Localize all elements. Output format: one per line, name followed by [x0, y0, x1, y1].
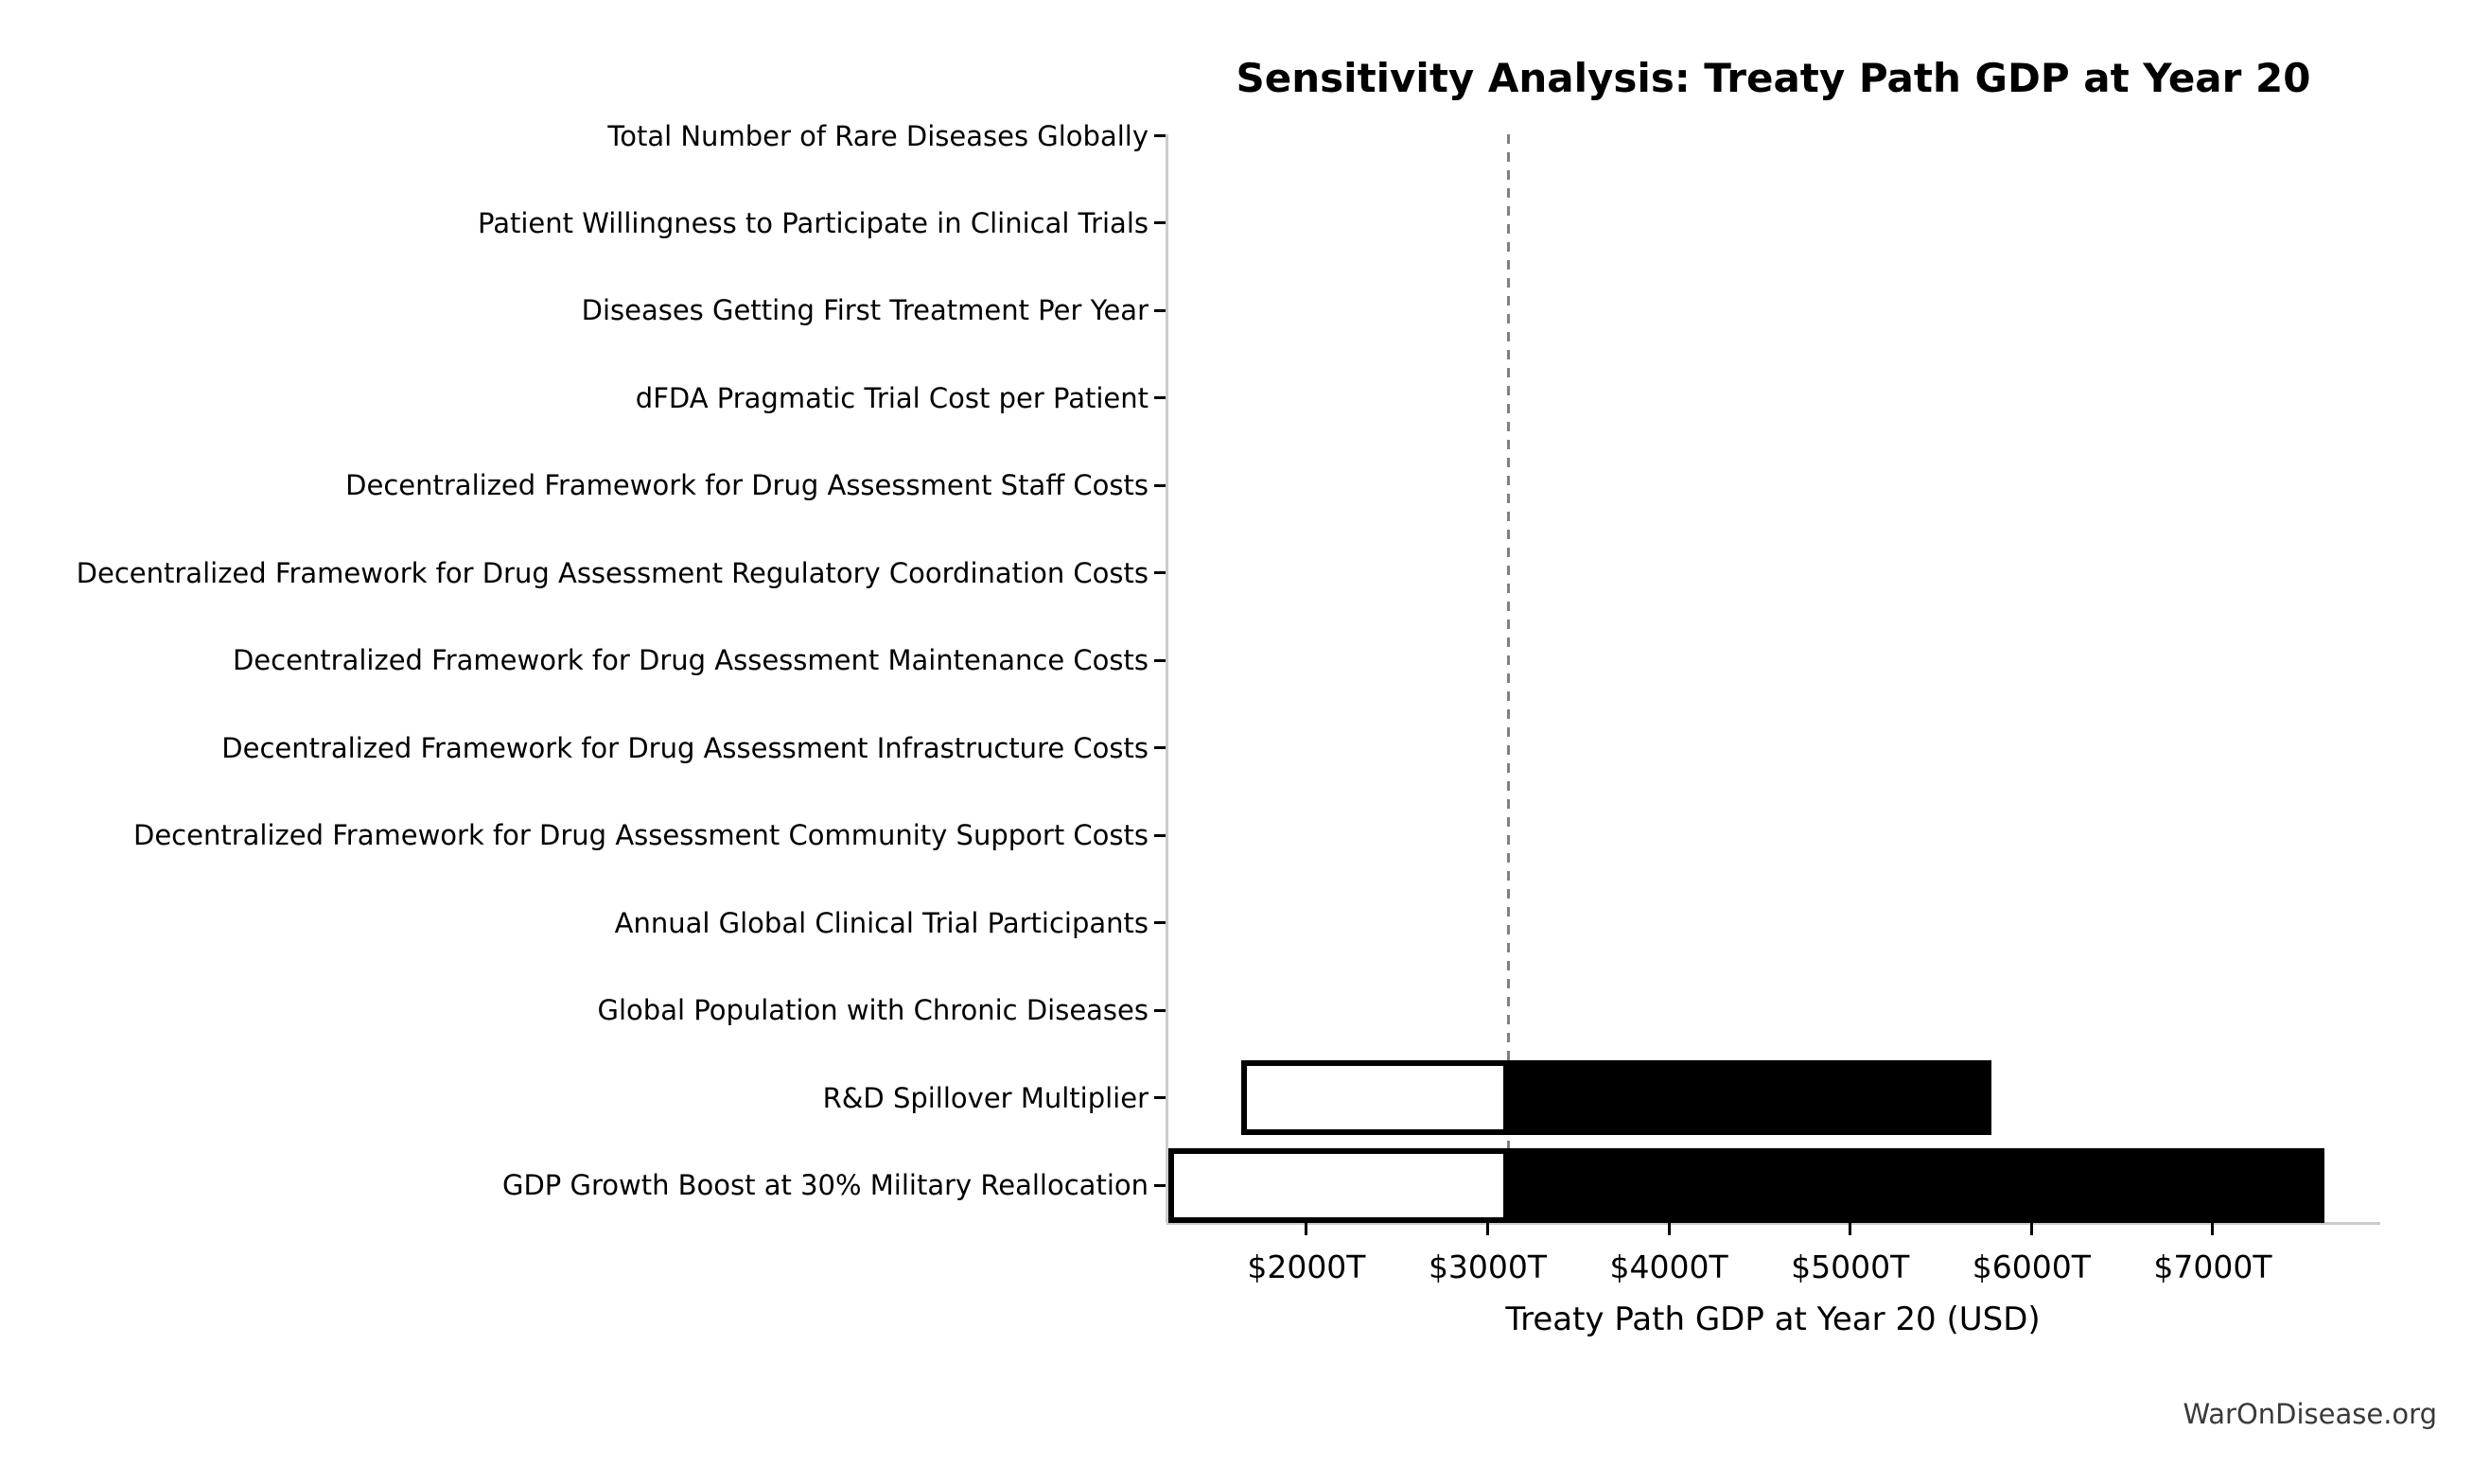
bar-low-segment [1168, 1147, 1509, 1223]
x-axis-tick-label: $2000T [1247, 1248, 1366, 1285]
x-axis-tick [1849, 1223, 1852, 1235]
y-axis-tick [1154, 746, 1166, 750]
y-axis-category-label: dFDA Pragmatic Trial Cost per Patient [635, 381, 1149, 414]
y-axis-category-label: Annual Global Clinical Trial Participant… [614, 906, 1149, 939]
y-axis-category-label: R&D Spillover Multiplier [822, 1081, 1149, 1114]
x-axis-tick [2211, 1223, 2215, 1235]
chart-title: Sensitivity Analysis: Treaty Path GDP at… [1236, 55, 2311, 101]
x-axis-tick-label: $4000T [1609, 1248, 1728, 1285]
y-axis-category-label: Global Population with Chronic Diseases [597, 994, 1149, 1027]
y-axis-tick [1154, 1008, 1166, 1012]
y-axis-tick [1154, 1183, 1166, 1187]
y-axis-category-label: Diseases Getting First Treatment Per Yea… [581, 294, 1149, 327]
y-axis-tick [1154, 1096, 1166, 1100]
y-axis-category-label: Total Number of Rare Diseases Globally [607, 119, 1149, 152]
watermark: WarOnDisease.org [2183, 1398, 2437, 1430]
y-axis-tick [1154, 134, 1166, 137]
y-axis-tick [1154, 658, 1166, 662]
x-axis-tick [2029, 1223, 2033, 1235]
bar-high-segment [1508, 1060, 1992, 1136]
y-axis-tick [1154, 483, 1166, 487]
x-axis-tick [1486, 1223, 1490, 1235]
x-axis-tick [1667, 1223, 1671, 1235]
x-axis-tick-label: $3000T [1428, 1248, 1548, 1285]
x-axis-tick-label: $6000T [1972, 1248, 2091, 1285]
y-axis-tick [1154, 833, 1166, 837]
y-axis-category-label: Patient Willingness to Participate in Cl… [478, 206, 1149, 239]
bar-low-segment [1240, 1060, 1509, 1136]
x-axis-tick [1305, 1223, 1308, 1235]
bar-high-segment [1508, 1147, 2324, 1223]
y-axis-category-label: Decentralized Framework for Drug Assessm… [345, 469, 1149, 502]
y-axis-category-label: Decentralized Framework for Drug Assessm… [133, 819, 1149, 852]
x-axis-spine [1166, 1221, 2380, 1225]
x-axis-tick-label: $7000T [2153, 1248, 2272, 1285]
y-axis-tick [1154, 308, 1166, 312]
y-axis-tick [1154, 396, 1166, 400]
x-axis-label: Treaty Path GDP at Year 20 (USD) [1505, 1301, 2041, 1338]
y-axis-tick [1154, 221, 1166, 225]
y-axis-category-label: Decentralized Framework for Drug Assessm… [76, 556, 1149, 589]
y-axis-tick [1154, 921, 1166, 925]
y-axis-tick [1154, 571, 1166, 575]
y-axis-category-label: Decentralized Framework for Drug Assessm… [232, 644, 1149, 677]
y-axis-category-label: GDP Growth Boost at 30% Military Realloc… [501, 1169, 1149, 1202]
y-axis-spine [1165, 134, 1168, 1223]
y-axis-category-label: Decentralized Framework for Drug Assessm… [221, 731, 1149, 764]
x-axis-tick-label: $5000T [1791, 1248, 1910, 1285]
baseline-reference-line [1507, 134, 1511, 1223]
